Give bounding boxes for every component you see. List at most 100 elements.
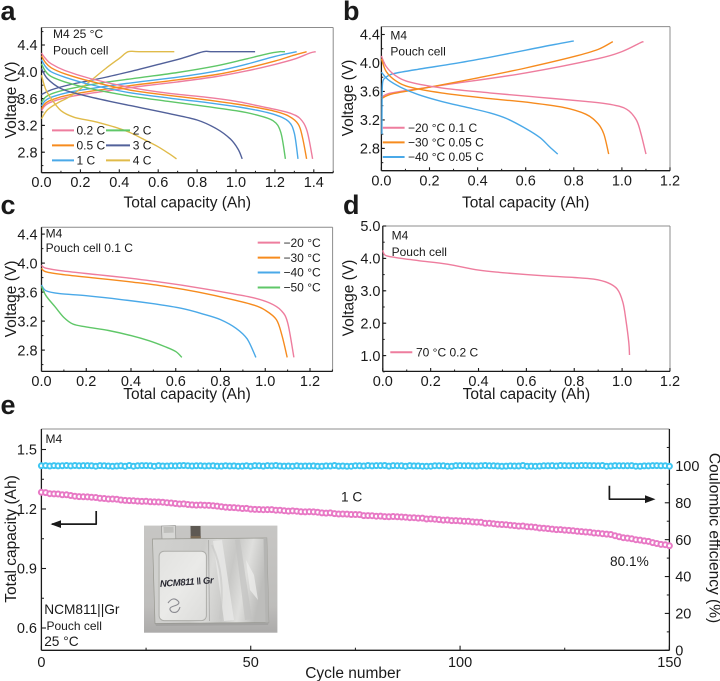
svg-text:3.6: 3.6 — [17, 285, 37, 301]
svg-text:0.2: 0.2 — [70, 175, 90, 191]
svg-text:−30 °C 0.05 C: −30 °C 0.05 C — [408, 136, 484, 150]
svg-text:0.6: 0.6 — [516, 174, 536, 190]
svg-text:0.5 C: 0.5 C — [77, 139, 106, 153]
svg-text:M4: M4 — [390, 28, 407, 42]
svg-text:−20 °C: −20 °C — [284, 236, 321, 250]
svg-text:0.9: 0.9 — [17, 562, 37, 578]
svg-text:0.2: 0.2 — [419, 174, 439, 190]
svg-text:2.8: 2.8 — [17, 145, 37, 161]
svg-text:2.8: 2.8 — [17, 343, 37, 359]
svg-text:Coulombic efficiency (%): Coulombic efficiency (%) — [706, 453, 720, 623]
svg-text:Voltage (V): Voltage (V) — [3, 261, 20, 338]
svg-text:Total capacity (Ah): Total capacity (Ah) — [462, 195, 590, 212]
svg-text:3.6: 3.6 — [360, 85, 380, 101]
svg-text:−40 °C 0.05 C: −40 °C 0.05 C — [408, 150, 484, 164]
svg-text:Voltage (V): Voltage (V) — [3, 62, 20, 139]
svg-text:0: 0 — [675, 644, 683, 660]
svg-text:0.0: 0.0 — [31, 175, 51, 191]
svg-text:−20 °C 0.1 C: −20 °C 0.1 C — [408, 121, 478, 135]
svg-text:Voltage (V): Voltage (V) — [341, 260, 358, 337]
svg-text:80.1%: 80.1% — [610, 554, 649, 569]
svg-text:1.2: 1.2 — [660, 174, 680, 190]
svg-text:0.6: 0.6 — [166, 374, 186, 390]
svg-text:0.6: 0.6 — [516, 374, 536, 390]
svg-text:100: 100 — [448, 655, 472, 671]
svg-text:0.8: 0.8 — [210, 374, 230, 390]
svg-text:Total capacity (Ah): Total capacity (Ah) — [3, 475, 20, 603]
svg-text:−40 °C: −40 °C — [284, 266, 321, 280]
svg-text:3.2: 3.2 — [360, 113, 380, 129]
svg-text:0.0: 0.0 — [31, 374, 51, 390]
svg-text:4.4: 4.4 — [17, 38, 37, 54]
svg-text:1.4: 1.4 — [304, 175, 324, 191]
svg-text:1.2: 1.2 — [265, 175, 285, 191]
svg-text:0.2: 0.2 — [421, 374, 441, 390]
svg-text:3.6: 3.6 — [17, 92, 37, 108]
svg-text:0.2: 0.2 — [76, 374, 96, 390]
svg-text:0.4: 0.4 — [109, 175, 129, 191]
svg-text:Pouch cell: Pouch cell — [390, 45, 445, 59]
svg-text:5.0: 5.0 — [360, 219, 380, 235]
svg-text:0.6: 0.6 — [17, 621, 37, 637]
svg-text:3.2: 3.2 — [17, 314, 37, 330]
svg-text:1.0: 1.0 — [360, 349, 380, 365]
svg-text:4.0: 4.0 — [360, 252, 380, 268]
svg-text:3.0: 3.0 — [360, 284, 380, 300]
svg-text:0.8: 0.8 — [564, 374, 584, 390]
svg-text:Pouch cell: Pouch cell — [392, 245, 447, 259]
svg-text:1.0: 1.0 — [255, 374, 275, 390]
svg-text:Pouch cell 0.1 C: Pouch cell 0.1 C — [46, 241, 134, 255]
svg-text:50: 50 — [243, 655, 259, 671]
svg-text:4.4: 4.4 — [360, 28, 380, 44]
svg-text:4.4: 4.4 — [17, 227, 37, 243]
svg-text:0.4: 0.4 — [468, 374, 488, 390]
svg-text:20: 20 — [675, 607, 691, 623]
svg-text:1.2: 1.2 — [17, 502, 37, 518]
svg-text:2 C: 2 C — [133, 124, 152, 138]
svg-text:0.2 C: 0.2 C — [77, 124, 106, 138]
svg-text:0.8: 0.8 — [187, 175, 207, 191]
svg-text:0.0: 0.0 — [373, 374, 393, 390]
svg-text:100: 100 — [675, 459, 699, 475]
svg-text:150: 150 — [657, 655, 681, 671]
svg-text:1.2: 1.2 — [300, 374, 320, 390]
svg-text:70 °C 0.2 C: 70 °C 0.2 C — [416, 346, 478, 360]
svg-text:0.0: 0.0 — [371, 174, 391, 190]
svg-text:0.4: 0.4 — [121, 374, 141, 390]
svg-text:2.0: 2.0 — [360, 316, 380, 332]
svg-text:4 C: 4 C — [133, 154, 152, 168]
svg-text:M4: M4 — [46, 432, 63, 446]
svg-text:0: 0 — [37, 655, 45, 671]
svg-text:M4: M4 — [392, 229, 409, 243]
svg-text:−50 °C: −50 °C — [284, 281, 321, 295]
svg-text:60: 60 — [675, 533, 691, 549]
svg-text:Total capacity (Ah): Total capacity (Ah) — [463, 386, 591, 403]
svg-text:e: e — [1, 390, 16, 420]
svg-text:1.2: 1.2 — [660, 374, 680, 390]
svg-text:NCM811 ǁ Gr: NCM811 ǁ Gr — [160, 575, 216, 590]
svg-text:2.8: 2.8 — [360, 142, 380, 158]
svg-text:1 C: 1 C — [341, 490, 362, 505]
svg-text:0.4: 0.4 — [468, 174, 488, 190]
svg-text:c: c — [1, 190, 16, 220]
svg-text:Voltage (V): Voltage (V) — [340, 60, 357, 137]
svg-text:Total capacity (Ah): Total capacity (Ah) — [124, 195, 252, 212]
svg-text:25 °C: 25 °C — [44, 634, 79, 649]
svg-text:NCM811||Gr: NCM811||Gr — [44, 602, 120, 617]
svg-text:Pouch cell: Pouch cell — [53, 44, 108, 58]
svg-text:40: 40 — [675, 570, 691, 586]
svg-text:M4: M4 — [46, 226, 63, 240]
svg-text:80: 80 — [675, 496, 691, 512]
svg-text:M4 25 °C: M4 25 °C — [53, 27, 103, 41]
svg-text:Cycle number: Cycle number — [305, 665, 401, 681]
svg-text:b: b — [343, 0, 360, 26]
svg-text:4.0: 4.0 — [17, 65, 37, 81]
svg-text:1.5: 1.5 — [17, 443, 37, 459]
svg-text:−30 °C: −30 °C — [284, 251, 321, 265]
svg-text:a: a — [1, 0, 17, 26]
svg-text:1 C: 1 C — [77, 154, 96, 168]
svg-text:Pouch cell: Pouch cell — [47, 619, 102, 633]
svg-text:0.8: 0.8 — [564, 174, 584, 190]
svg-text:0.6: 0.6 — [148, 175, 168, 191]
svg-text:Total capacity (Ah): Total capacity (Ah) — [123, 386, 251, 403]
